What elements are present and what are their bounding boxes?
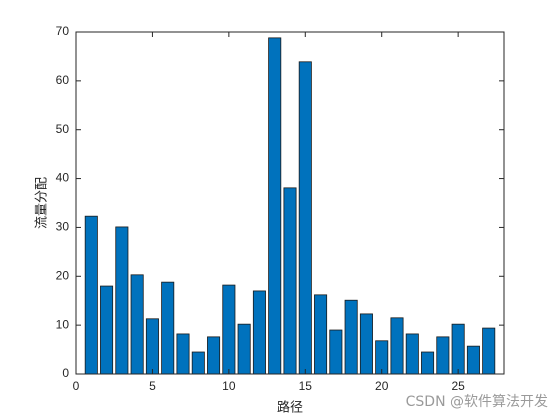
bar (421, 351, 435, 375)
bar (237, 323, 251, 375)
y-tick-label: 0 (62, 366, 69, 380)
bar (130, 274, 144, 375)
bar (436, 336, 450, 375)
y-tick-label: 70 (56, 24, 70, 38)
y-tick-label: 60 (56, 73, 70, 87)
bar (344, 299, 358, 375)
x-axis-label: 路径 (277, 400, 303, 416)
x-tick-label: 5 (149, 379, 156, 393)
bar (161, 281, 175, 375)
y-tick-label: 10 (56, 317, 70, 331)
x-tick-label: 0 (73, 379, 80, 393)
x-tick-label: 15 (299, 379, 313, 393)
bar (115, 226, 129, 375)
bar (84, 215, 98, 375)
bar (405, 333, 419, 375)
bar (145, 318, 159, 375)
x-tick-label: 25 (451, 379, 465, 393)
bar (314, 294, 328, 375)
y-tick-label: 50 (56, 122, 70, 136)
x-tick-label: 20 (375, 379, 389, 393)
bar (222, 284, 236, 375)
bar (207, 336, 221, 375)
bar (329, 329, 343, 375)
bar (451, 323, 465, 375)
bar (191, 351, 205, 375)
bar (252, 290, 266, 375)
y-axis-label: 流量分配 (35, 177, 50, 229)
bar (466, 345, 480, 375)
bar (268, 37, 282, 375)
x-tick-label: 10 (222, 379, 236, 393)
y-tick-label: 20 (56, 268, 70, 282)
y-tick-label: 40 (56, 171, 70, 185)
bar (298, 61, 312, 375)
bar (482, 327, 496, 375)
axes-box (75, 31, 505, 375)
bar (390, 317, 404, 375)
watermark: CSDN @软件算法开发 (406, 394, 548, 410)
y-tick-label: 30 (56, 220, 70, 234)
bar (176, 333, 190, 375)
bar (283, 187, 297, 375)
bar (359, 313, 373, 375)
bar (100, 285, 114, 375)
